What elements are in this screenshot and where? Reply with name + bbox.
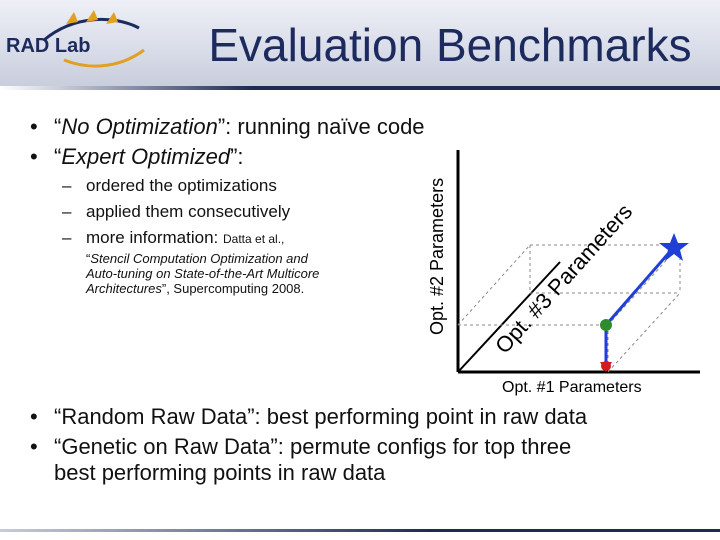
bullet-genetic-raw-cont: best performing points in raw data: [54, 460, 386, 485]
bullet-emph: Expert Optimized: [61, 144, 231, 169]
point-green: [600, 319, 612, 331]
star-icon: [659, 233, 689, 261]
logo-text: RAD Lab: [6, 35, 90, 57]
citation: “Stencil Computation Optimization and Au…: [86, 251, 320, 296]
sub-bullet-more-info: – more information: Datta et al.,: [62, 228, 285, 247]
header-divider: [0, 86, 720, 90]
bullet-expert-optimized: • “Expert Optimized”:: [30, 144, 244, 169]
slide-title: Evaluation Benchmarks: [208, 19, 692, 71]
z-axis-label: Opt. #3 Parameters: [490, 199, 637, 358]
slide-header: [0, 0, 720, 90]
bullet-no-optimization: • “No Optimization”: running naïve code: [30, 114, 425, 139]
z-axis: [457, 261, 561, 373]
bullet-genetic-raw: • “Genetic on Raw Data”: permute configs …: [30, 434, 572, 459]
sub-bullet-ordered: – ordered the optimizations: [62, 176, 277, 195]
sub-bullet-applied: – applied them consecutively: [62, 202, 291, 221]
rad-lab-logo: RAD Lab: [6, 10, 145, 68]
footer-divider: [0, 529, 720, 532]
x-axis-label: Opt. #1 Parameters: [502, 379, 642, 396]
path-segment-green-star: [604, 246, 676, 326]
y-axis-label: Opt. #2 Parameters: [427, 178, 447, 335]
bullet-random-raw: • “Random Raw Data”: best performing poin…: [30, 404, 588, 429]
bullet-emph: No Optimization: [61, 114, 218, 139]
